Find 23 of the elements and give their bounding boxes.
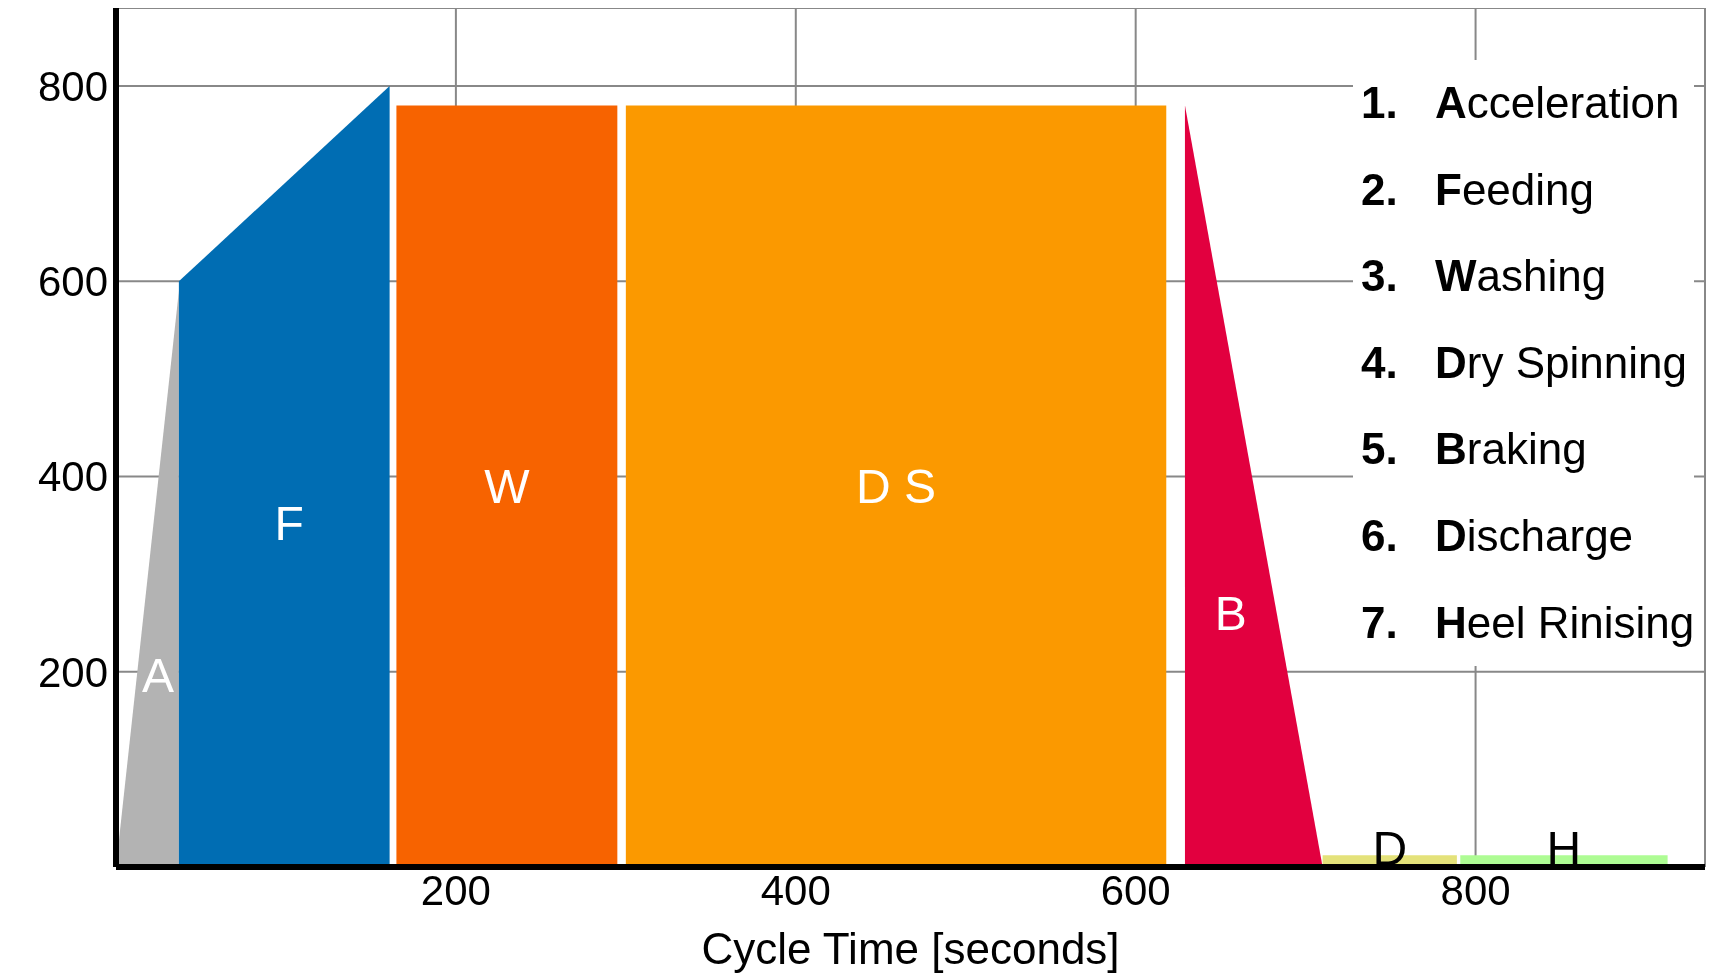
annotation: 7. Heel Rinising bbox=[1361, 596, 1695, 649]
y-tick-label: 400 bbox=[37, 453, 108, 501]
annotation: 3. Washing bbox=[1361, 250, 1607, 303]
series-label: A bbox=[141, 648, 174, 702]
series-label: H bbox=[1546, 822, 1582, 875]
annotation: 5. Braking bbox=[1361, 423, 1587, 476]
series-label: W bbox=[484, 459, 531, 513]
x-axis-title: Cycle Time [seconds] bbox=[701, 924, 1120, 973]
annotation: 2. Feeding bbox=[1361, 163, 1595, 216]
y-tick-label: 800 bbox=[37, 63, 108, 110]
annotation: 4. Dry Spinning bbox=[1361, 336, 1687, 389]
x-tick-label: 800 bbox=[1440, 866, 1511, 914]
y-tick-label: 600 bbox=[37, 258, 108, 306]
x-tick-label: 400 bbox=[760, 866, 831, 914]
annotation: 1. Acceleration bbox=[1361, 77, 1680, 129]
x-tick-label: 600 bbox=[1100, 866, 1171, 914]
annotation: 6. Discharge bbox=[1361, 509, 1634, 562]
series-label: B bbox=[1214, 586, 1247, 640]
y-tick-label: 200 bbox=[37, 648, 108, 696]
series-label: D bbox=[1372, 822, 1408, 875]
x-tick-label: 200 bbox=[420, 866, 491, 914]
series-label: F bbox=[274, 496, 304, 550]
series-label: D S bbox=[856, 459, 937, 513]
